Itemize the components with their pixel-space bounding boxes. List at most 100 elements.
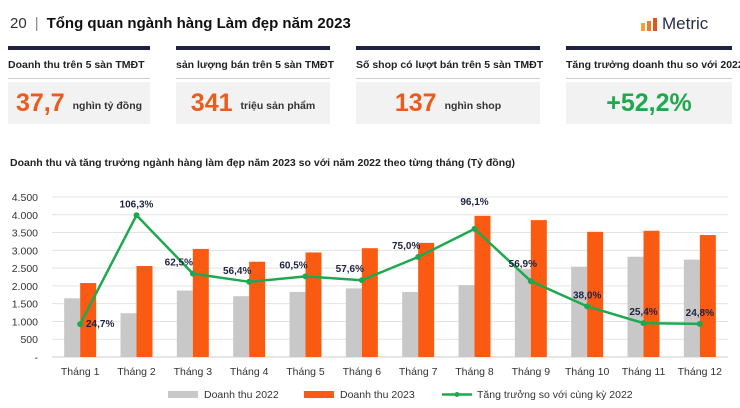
revenue-growth-chart: - 500 1.000 1.500 2.000 2.500 3.000 3.500 4.000 4… [12,192,728,401]
card-label: Tăng trưởng doanh thu so với 2022 [566,59,740,71]
card-unit: nghìn tỷ đồng [72,100,143,112]
bar-2023 [587,231,604,357]
bar-2023 [699,235,716,357]
growth-data-label: 62,5% [165,258,193,269]
card-divider [176,78,330,79]
growth-point [77,321,84,328]
card-top-bar [176,46,330,50]
card-label: Doanh thu trên 5 sàn TMĐT [8,59,145,71]
bar-2023 [361,248,378,357]
bar-2023 [249,261,266,357]
bar-2023 [136,265,153,357]
growth-data-label: 96,1% [460,197,488,208]
bar-2023 [530,220,547,357]
growth-data-label: 56,4% [223,266,251,277]
x-tick-label: Tháng 6 [343,366,382,378]
y-tick-label: 3.000 [12,245,38,257]
bar-2023 [192,248,209,357]
bar-2022 [176,290,193,357]
legend-swatch-2022 [168,391,198,398]
kpi-card: sản lượng bán trên 5 sàn TMĐT 341 triệu … [176,46,335,124]
growth-line [79,213,700,326]
growth-data-label: 24,7% [86,319,114,330]
card-value: +52,2% [606,88,692,117]
growth-data-label: 75,0% [392,241,420,252]
x-tick-label: Tháng 1 [61,366,100,378]
growth-point [189,270,196,277]
bar-2022 [627,256,644,357]
logo-text: Metric [662,14,709,33]
bar-2022 [514,269,531,357]
x-tick-label: Tháng 5 [286,366,325,378]
page-title: Tổng quan ngành hàng Làm đẹp năm 2023 [46,15,351,32]
card-label: Số shop có lượt bán trên 5 sàn TMĐT [356,59,544,71]
growth-point [527,278,534,285]
kpi-card: Doanh thu trên 5 sàn TMĐT 37,7 nghìn tỷ … [8,46,150,124]
y-tick-label: - [35,352,39,364]
y-tick-label: 500 [20,334,38,346]
growth-point [302,273,309,280]
bar-chart-logo-icon [641,17,657,31]
growth-point [584,303,591,310]
bar-2022 [120,313,137,357]
metric-logo: Metric [641,14,708,34]
y-tick-label: 4.500 [12,192,38,204]
bar-2022 [683,259,700,357]
card-value: 341 [190,88,233,117]
card-value: 37,7 [15,88,65,117]
y-tick-label: 1.000 [12,316,38,328]
legend-label-2022: Doanh thu 2022 [204,389,279,401]
growth-point [696,320,703,327]
growth-data-label: 24,8% [686,308,714,319]
x-tick-label: Tháng 12 [678,366,723,378]
x-tick-label: Tháng 4 [230,366,269,378]
y-tick-label: 3.500 [12,228,38,240]
card-value: 137 [394,88,437,117]
bar-2022 [289,291,306,357]
card-unit: nghìn shop [444,100,502,112]
growth-point [471,225,478,232]
growth-data-label: 56,9% [509,259,537,270]
bar-2023 [643,230,660,357]
growth-point [640,320,647,327]
growth-point [133,212,140,219]
growth-data-label: 60,5% [279,260,307,271]
bar-2022 [64,298,81,357]
x-tick-label: Tháng 2 [117,366,156,378]
card-divider [356,78,540,79]
card-top-bar [356,46,540,50]
kpi-card: Số shop có lượt bán trên 5 sàn TMĐT 137 … [356,46,544,124]
bar-2023 [305,252,322,357]
card-value-box: 137 nghìn shop [356,82,540,124]
x-tick-label: Tháng 11 [622,366,666,378]
card-top-bar [566,46,732,50]
growth-data-label: 57,6% [336,264,364,275]
growth-point [358,277,365,284]
kpi-card: Tăng trưởng doanh thu so với 2022 +52,2% [566,46,740,124]
growth-data-label: 106,3% [120,199,154,210]
card-label: sản lượng bán trên 5 sàn TMĐT [176,59,335,71]
card-value-box: 341 triệu sản phẩm [176,82,330,124]
bar-2022 [402,291,419,357]
y-tick-label: 2.000 [12,281,38,293]
chart-title: Doanh thu và tăng trưởng ngành hàng làm … [10,157,516,169]
card-value-box: +52,2% [566,82,732,124]
bar-2023 [474,215,491,357]
growth-data-label: 38,0% [573,290,601,301]
growth-data-label: 25,4% [629,307,657,318]
y-tick-label: 1.500 [12,299,38,311]
x-tick-label: Tháng 8 [455,366,494,378]
card-divider [8,78,150,79]
x-tick-label: Tháng 7 [399,366,438,378]
x-tick-label: Tháng 10 [565,366,610,378]
legend-swatch-2023 [304,391,334,398]
bar-2022 [458,285,475,357]
page-number: 20 [10,15,27,32]
page-header: 20 | Tổng quan ngành hàng Làm đẹp năm 20… [10,15,351,32]
legend-label-2023: Doanh thu 2023 [340,389,415,401]
card-value-box: 37,7 nghìn tỷ đồng [8,82,150,124]
legend-label-growth: Tăng trưởng so với cùng kỳ 2022 [477,389,633,401]
card-unit: triệu sản phẩm [240,100,316,112]
card-top-bar [8,46,150,50]
bar-2022 [571,266,588,357]
